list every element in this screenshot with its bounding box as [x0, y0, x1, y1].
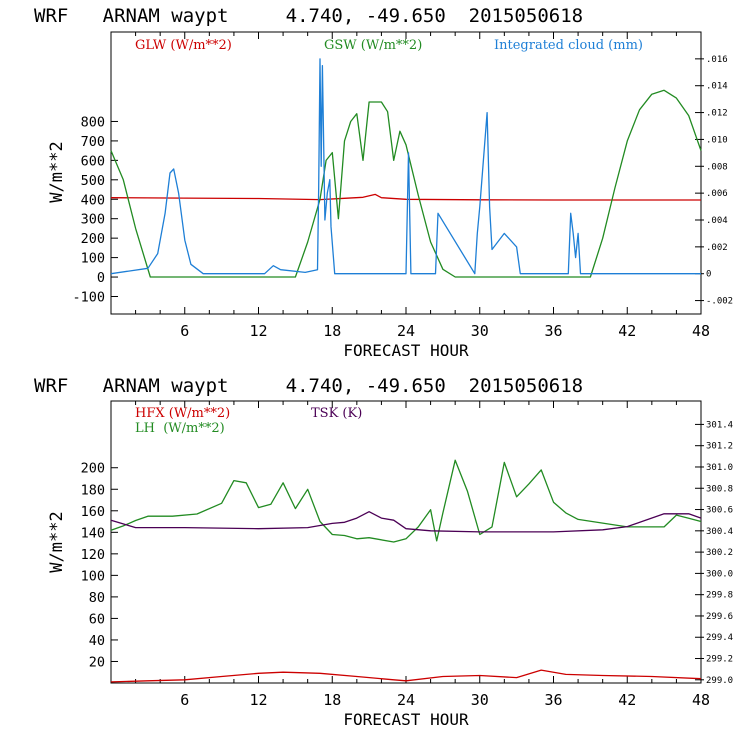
bottom-legend-lh: LH (W/m**2): [135, 421, 225, 436]
top-series-integrated-cloud: [110, 58, 701, 275]
bottom-y-tick-label: 200: [81, 461, 105, 477]
bottom-x-tick-label: 42: [618, 691, 636, 709]
top-y2-tick-label: .014: [706, 82, 728, 92]
top-y-tick-label: 300: [81, 212, 105, 228]
top-x-tick-label: 18: [323, 322, 341, 340]
top-legend-cloud: Integrated cloud (mm): [494, 38, 643, 53]
top-y2-tick-label: 0: [706, 270, 711, 280]
top-legend-gsw: GSW (W/m**2): [324, 38, 422, 53]
bottom-y2-tick-label: 301.0: [706, 463, 733, 473]
top-axis-ticks: [111, 32, 704, 314]
top-y2-tick-label: .004: [706, 216, 728, 226]
top-y2-tick-label: -.002: [706, 297, 733, 307]
bottom-y2-tick-label: 299.6: [706, 612, 733, 622]
bottom-y-tick-label: 80: [89, 590, 105, 606]
bottom-y-tick-label: 160: [81, 504, 105, 520]
top-y-axis-label: W/m**2: [47, 141, 67, 202]
top-x-axis-label: FORECAST HOUR: [343, 341, 469, 360]
bottom-y-tick-label: 40: [89, 633, 105, 649]
top-y-tick-label: 700: [81, 134, 105, 150]
bottom-y2-tick-label: 299.0: [706, 676, 733, 686]
top-chart-title: WRF ARNAM waypt 4.740, -49.650 201505061…: [34, 5, 583, 27]
bottom-series-lh: [110, 459, 702, 543]
bottom-axis-ticks: [111, 401, 704, 683]
bottom-y2-tick-label: 299.8: [706, 591, 733, 601]
top-y2-tick-label: .010: [706, 135, 728, 145]
bottom-x-tick-label: 12: [249, 691, 267, 709]
bottom-y2-tick-label: 299.2: [706, 655, 733, 665]
bottom-y-tick-label: 20: [89, 654, 105, 670]
top-y2-tick-label: .008: [706, 162, 728, 172]
top-y2-tick-label: .016: [706, 55, 728, 65]
bottom-series-hfx: [110, 669, 702, 683]
bottom-y-axis-label: W/m**2: [47, 511, 67, 572]
bottom-panel: WRF ARNAM waypt 4.740, -49.650 201505061…: [34, 375, 733, 729]
top-y-tick-label: 800: [81, 114, 105, 130]
top-y-tick-label: -100: [72, 289, 105, 305]
top-y-tick-label: 600: [81, 153, 105, 169]
bottom-x-tick-label: 48: [692, 691, 710, 709]
top-legend-glw: GLW (W/m**2): [135, 38, 232, 53]
top-y2-tick-label: .006: [706, 189, 728, 199]
top-y-tick-label: 200: [81, 231, 105, 247]
top-y-tick-label: 100: [81, 251, 105, 267]
bottom-x-axis-label: FORECAST HOUR: [343, 710, 469, 729]
top-panel: WRF ARNAM waypt 4.740, -49.650 201505061…: [34, 5, 733, 360]
bottom-y2-tick-label: 300.4: [706, 527, 733, 537]
top-series-glw: [110, 193, 701, 201]
top-x-tick-label: 24: [397, 322, 415, 340]
bottom-y2-tick-label: 301.2: [706, 442, 733, 452]
bottom-y-tick-label: 140: [81, 525, 105, 541]
bottom-chart-title: WRF ARNAM waypt 4.740, -49.650 201505061…: [34, 375, 583, 397]
top-y2-tick-label: .002: [706, 243, 728, 253]
bottom-x-tick-label: 6: [180, 691, 189, 709]
bottom-y2-tick-label: 300.2: [706, 548, 733, 558]
bottom-y-tick-label: 120: [81, 547, 105, 563]
top-x-tick-label: 48: [692, 322, 710, 340]
bottom-y2-tick-label: 300.8: [706, 484, 733, 494]
bottom-y2-tick-label: 301.4: [706, 420, 733, 430]
top-x-tick-label: 6: [180, 322, 189, 340]
bottom-series-group: [110, 459, 702, 683]
top-x-tick-label: 30: [471, 322, 489, 340]
bottom-x-tick-label: 36: [544, 691, 562, 709]
bottom-y2-tick-label: 299.4: [706, 633, 733, 643]
bottom-tick-labels: 6 12 18 24 30 36 42 48 20 40 60 80 100 120 140 160 180 20…: [81, 420, 733, 709]
top-y2-tick-label: .012: [706, 109, 728, 119]
top-tick-labels: 6 12 18 24 30 36 42 48 -100 0 100 200 300 400 500 600 70…: [72, 55, 733, 340]
top-series-group: [110, 58, 702, 278]
bottom-series-tsk: [110, 511, 702, 533]
top-x-tick-label: 36: [544, 322, 562, 340]
top-x-tick-label: 42: [618, 322, 636, 340]
bottom-legend-hfx: HFX (W/m**2): [135, 406, 230, 421]
bottom-y-tick-label: 60: [89, 611, 105, 627]
top-y-tick-label: 0: [97, 270, 105, 286]
top-series-gsw: [110, 89, 702, 278]
top-y-tick-label: 500: [81, 173, 105, 189]
bottom-y2-tick-label: 300.0: [706, 569, 733, 579]
bottom-y-tick-label: 180: [81, 482, 105, 498]
bottom-x-tick-label: 30: [471, 691, 489, 709]
bottom-plot-frame: [110, 400, 702, 684]
top-x-tick-label: 12: [249, 322, 267, 340]
bottom-x-tick-label: 18: [323, 691, 341, 709]
bottom-legend-tsk: TSK (K): [311, 406, 362, 421]
bottom-x-tick-label: 24: [397, 691, 415, 709]
bottom-y2-tick-label: 300.6: [706, 506, 733, 516]
bottom-y-tick-label: 100: [81, 568, 105, 584]
top-y-tick-label: 400: [81, 192, 105, 208]
